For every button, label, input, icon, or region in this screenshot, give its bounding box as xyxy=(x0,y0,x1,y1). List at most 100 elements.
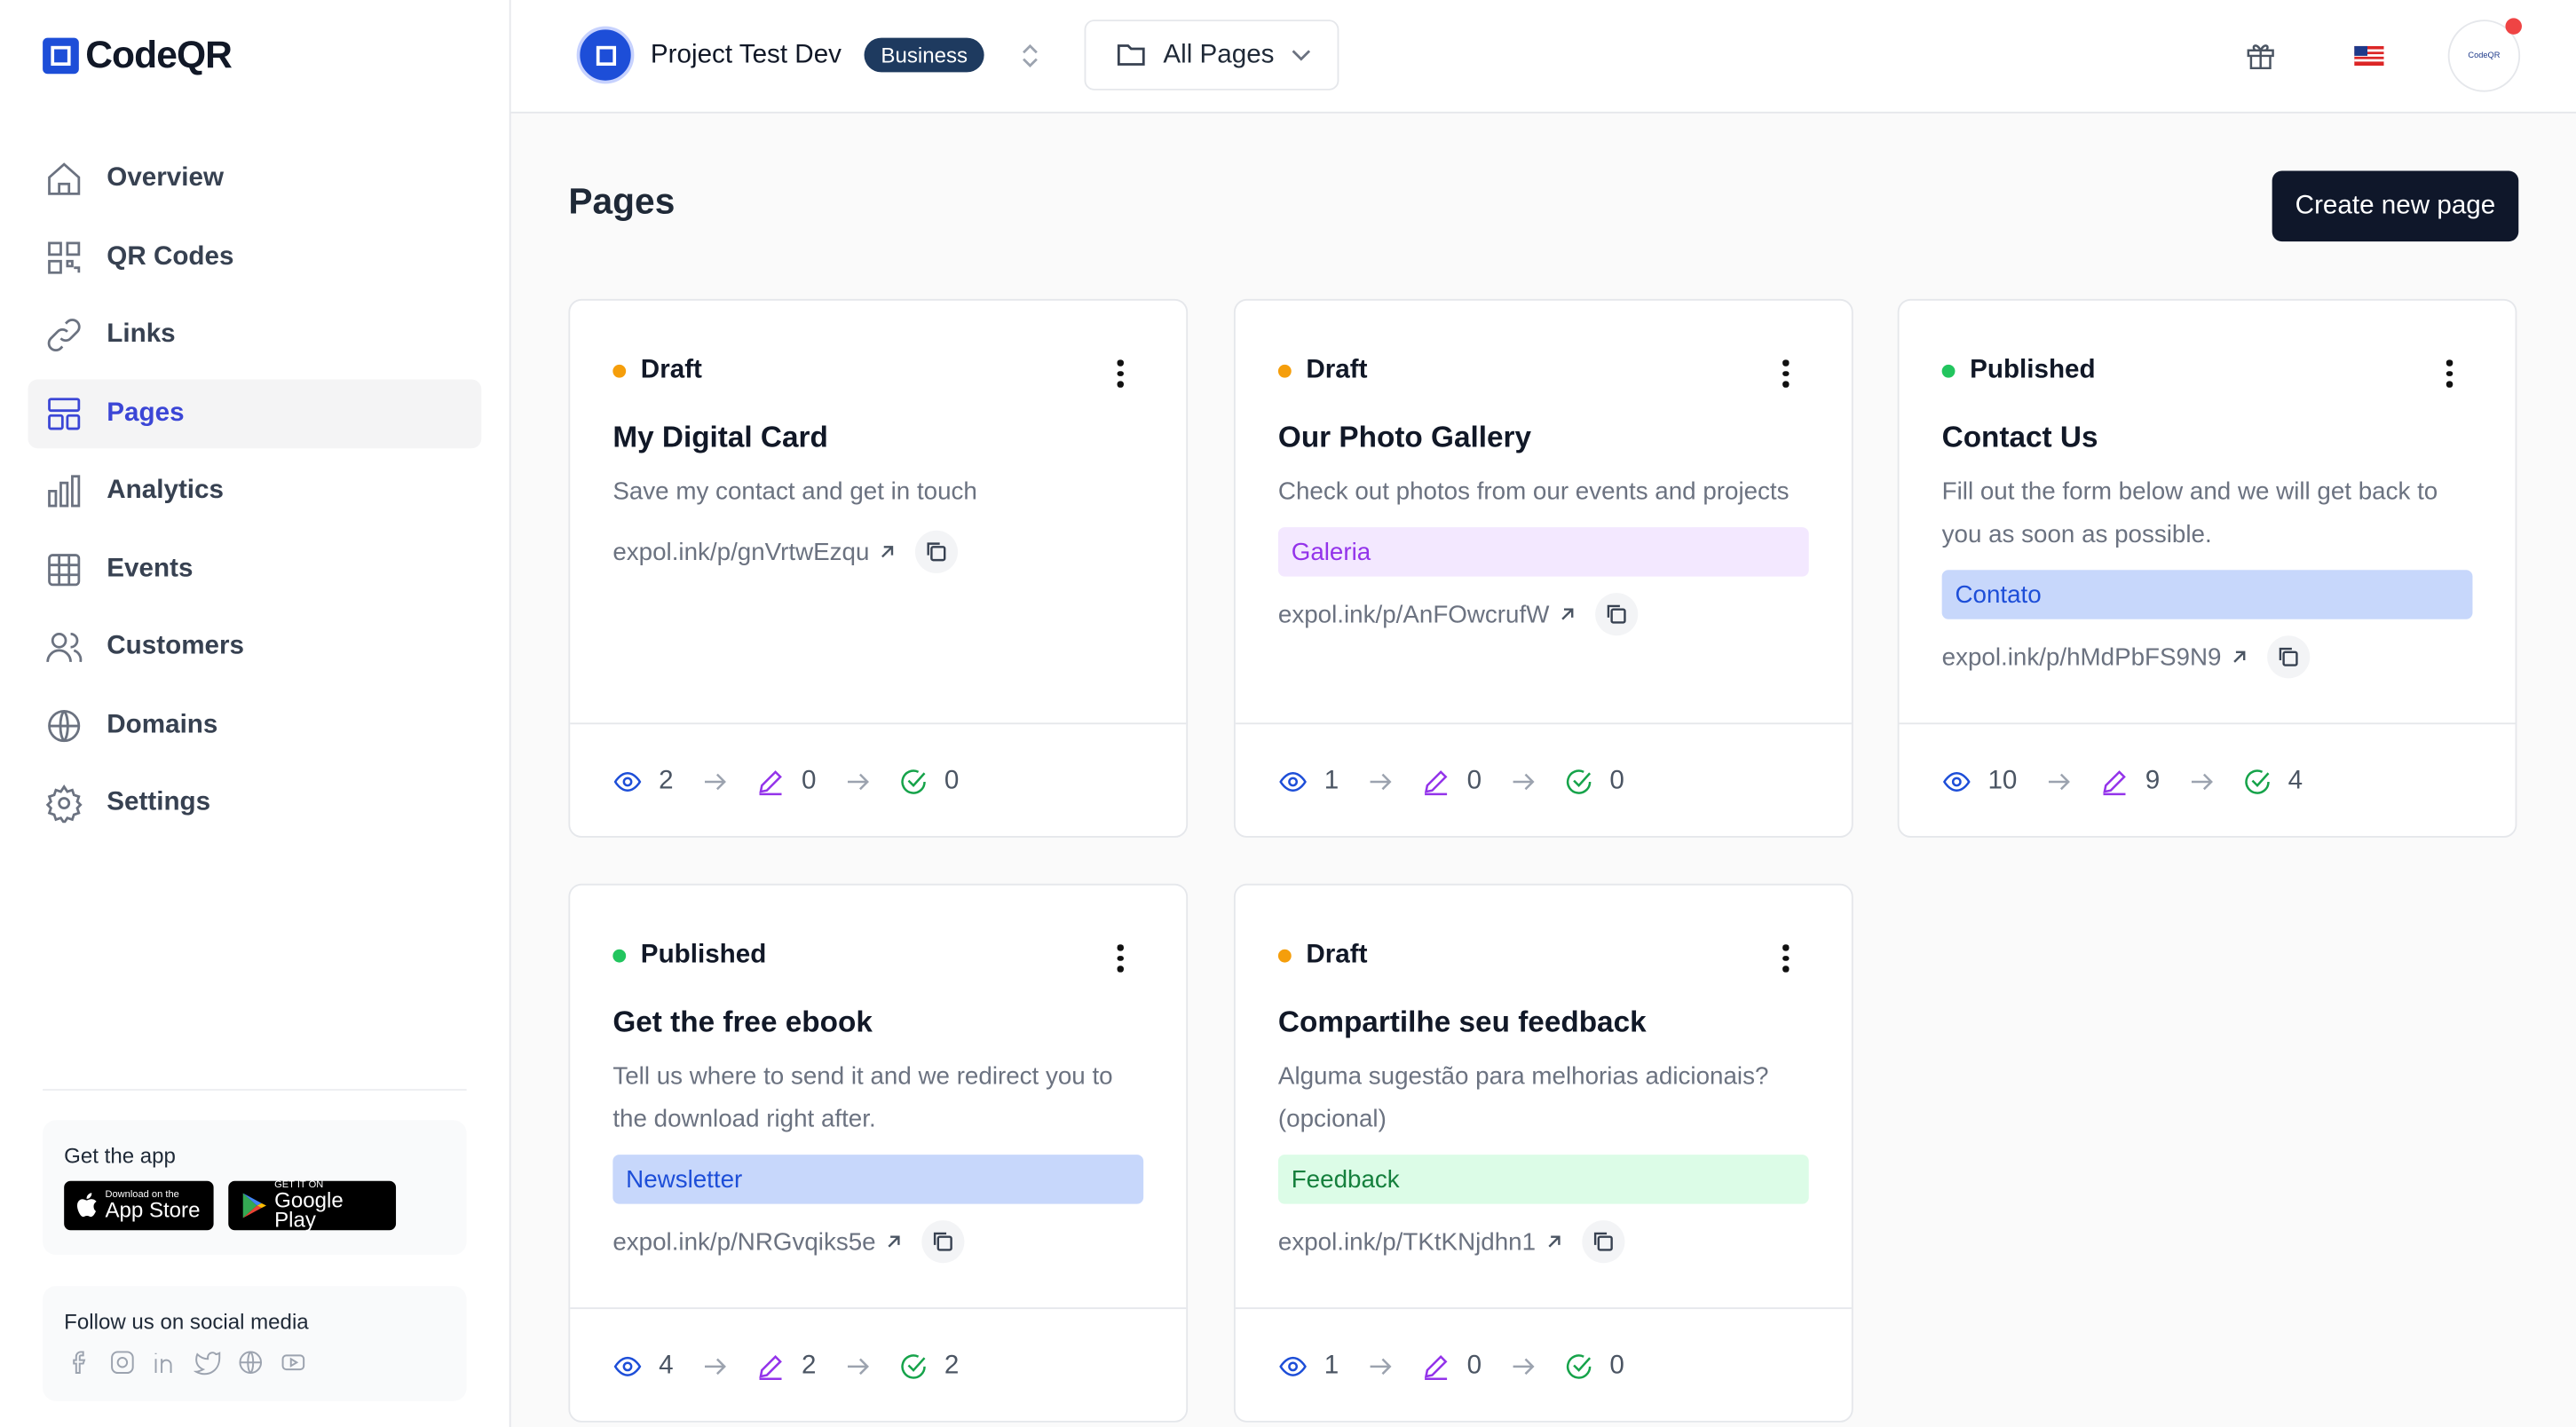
icon xyxy=(1022,43,1038,67)
link-row: expol.ink/p/AnFOwcrufW xyxy=(1277,593,1809,636)
facebook[interactable] xyxy=(66,1349,93,1376)
app-title: Get the app xyxy=(64,1143,176,1168)
status-dot xyxy=(1941,364,1956,378)
icon xyxy=(888,1235,900,1248)
card-title: Compartilhe seu feedback xyxy=(1277,1005,1647,1038)
brand[interactable]: CodeQR xyxy=(43,33,233,77)
store-small: Download on the xyxy=(105,1190,179,1201)
nav-item[interactable]: Domains xyxy=(28,690,481,760)
page-card[interactable]: Draft Our Photo Gallery Check out photos f… xyxy=(1233,298,1853,838)
icon xyxy=(2244,769,2270,794)
card-body: Draft My Digital Card Save my contact and … xyxy=(570,301,1186,723)
stat-conversions: 2 xyxy=(944,1352,960,1380)
stat-views: 2 xyxy=(659,767,674,795)
page-filter[interactable]: All Pages xyxy=(1084,20,1339,91)
icon xyxy=(613,772,642,792)
icon xyxy=(1942,772,1971,792)
page-card[interactable]: Draft My Digital Card Save my contact and … xyxy=(568,298,1189,839)
menu-button[interactable] xyxy=(1782,359,1789,391)
card-stats: 1 0 0 xyxy=(1235,1307,1852,1423)
page-link[interactable]: expol.ink/p/gnVrtwEzqu xyxy=(612,538,870,566)
avatar-text: CodeQR xyxy=(2468,51,2501,61)
card-description: Save my contact and get in touch xyxy=(612,477,977,507)
page-link[interactable]: expol.ink/p/hMdPbFS9N9 xyxy=(1941,643,2222,672)
icon xyxy=(1291,49,1310,60)
icon xyxy=(1561,608,1574,620)
page-card[interactable]: Published Get the free ebook Tell us where… xyxy=(568,883,1189,1423)
icon xyxy=(1117,44,1145,66)
page-card[interactable]: Published Contact Us Fill out the form bel… xyxy=(1897,298,2517,838)
icon xyxy=(1607,604,1626,624)
status-dot xyxy=(612,949,627,963)
link-row: expol.ink/p/gnVrtwEzqu xyxy=(612,530,1143,573)
copy-button[interactable] xyxy=(2267,635,2311,679)
nav-label: Customers xyxy=(107,632,244,661)
stat-views: 4 xyxy=(659,1352,674,1380)
youtube[interactable] xyxy=(280,1349,307,1376)
icon xyxy=(1513,1358,1535,1376)
copy-button[interactable] xyxy=(921,1220,965,1264)
linkedin[interactable] xyxy=(151,1349,178,1376)
status-dot xyxy=(1277,364,1292,378)
language-flag[interactable] xyxy=(2354,45,2384,67)
nav: Overview QR Codes Links Pages Analytics Event… xyxy=(28,145,482,847)
card-description: Tell us where to send it and we redirect… xyxy=(612,1062,1113,1134)
stat-conversions: 4 xyxy=(2288,767,2303,795)
website[interactable] xyxy=(237,1349,265,1376)
icon xyxy=(759,770,782,796)
status-label: Published xyxy=(640,941,767,969)
nav-item[interactable]: Links xyxy=(28,301,481,370)
card-body: Published Get the free ebook Tell us where… xyxy=(570,886,1186,1308)
icon xyxy=(1566,769,1592,794)
instagram[interactable] xyxy=(108,1349,136,1376)
menu-button[interactable] xyxy=(1117,944,1124,976)
gift-icon[interactable] xyxy=(2244,39,2277,72)
icon xyxy=(2048,773,2070,791)
nav-item[interactable]: QR Codes xyxy=(28,223,481,292)
menu-button[interactable] xyxy=(1782,944,1789,976)
icon xyxy=(1424,770,1448,796)
icon xyxy=(847,773,869,791)
tag: Feedback xyxy=(1277,1155,1809,1204)
copy-button[interactable] xyxy=(1581,1220,1625,1264)
nav-item[interactable]: Customers xyxy=(28,612,481,682)
nav-label: Domains xyxy=(107,710,218,738)
icon xyxy=(901,1354,926,1379)
copy-button[interactable] xyxy=(1595,593,1639,636)
nav-item[interactable]: Events xyxy=(28,534,481,603)
filter-label: All Pages xyxy=(1163,40,1275,68)
copy-button[interactable] xyxy=(915,530,959,573)
link-row: expol.ink/p/TKtKNjdhn1 xyxy=(1277,1220,1809,1264)
nav-item[interactable]: Analytics xyxy=(28,457,481,526)
project-name: Project Test Dev xyxy=(650,40,842,68)
icon xyxy=(613,1356,642,1376)
create-button[interactable]: Create new page xyxy=(2272,170,2519,242)
google-play[interactable]: GET IT ON Google Play xyxy=(228,1180,397,1231)
notification-dot xyxy=(2505,18,2522,35)
nav-item[interactable]: Settings xyxy=(28,769,481,838)
nav-label: Overview xyxy=(107,164,224,193)
nav-item[interactable]: Pages xyxy=(28,378,482,448)
twitter[interactable] xyxy=(194,1349,221,1376)
icon xyxy=(1548,1235,1561,1248)
page-link[interactable]: expol.ink/p/AnFOwcrufW xyxy=(1277,600,1550,628)
sidebar: CodeQR Overview QR Codes Links Pages Analyti… xyxy=(0,0,511,1427)
page-link[interactable]: expol.ink/p/TKtKNjdhn1 xyxy=(1277,1227,1537,1256)
card-stats: 2 0 0 xyxy=(570,722,1187,839)
menu-button[interactable] xyxy=(2446,359,2453,391)
project-switcher[interactable]: Project Test Dev Business xyxy=(576,26,1044,84)
plan-badge: Business xyxy=(864,37,984,73)
status-label: Draft xyxy=(640,356,702,385)
icon xyxy=(1424,1354,1448,1380)
icon xyxy=(48,162,81,195)
icon xyxy=(48,475,81,508)
status-label: Published xyxy=(1970,356,2096,385)
menu-button[interactable] xyxy=(1117,359,1124,391)
nav-label: Settings xyxy=(107,788,211,816)
app-store[interactable]: Download on the App Store xyxy=(64,1180,214,1231)
page-link[interactable]: expol.ink/p/NRGvqiks5e xyxy=(612,1227,876,1256)
page-card[interactable]: Draft Compartilhe seu feedback Alguma suge… xyxy=(1233,883,1853,1423)
card-body: Published Contact Us Fill out the form bel… xyxy=(1900,301,2516,723)
nav-item[interactable]: Overview xyxy=(28,145,481,214)
